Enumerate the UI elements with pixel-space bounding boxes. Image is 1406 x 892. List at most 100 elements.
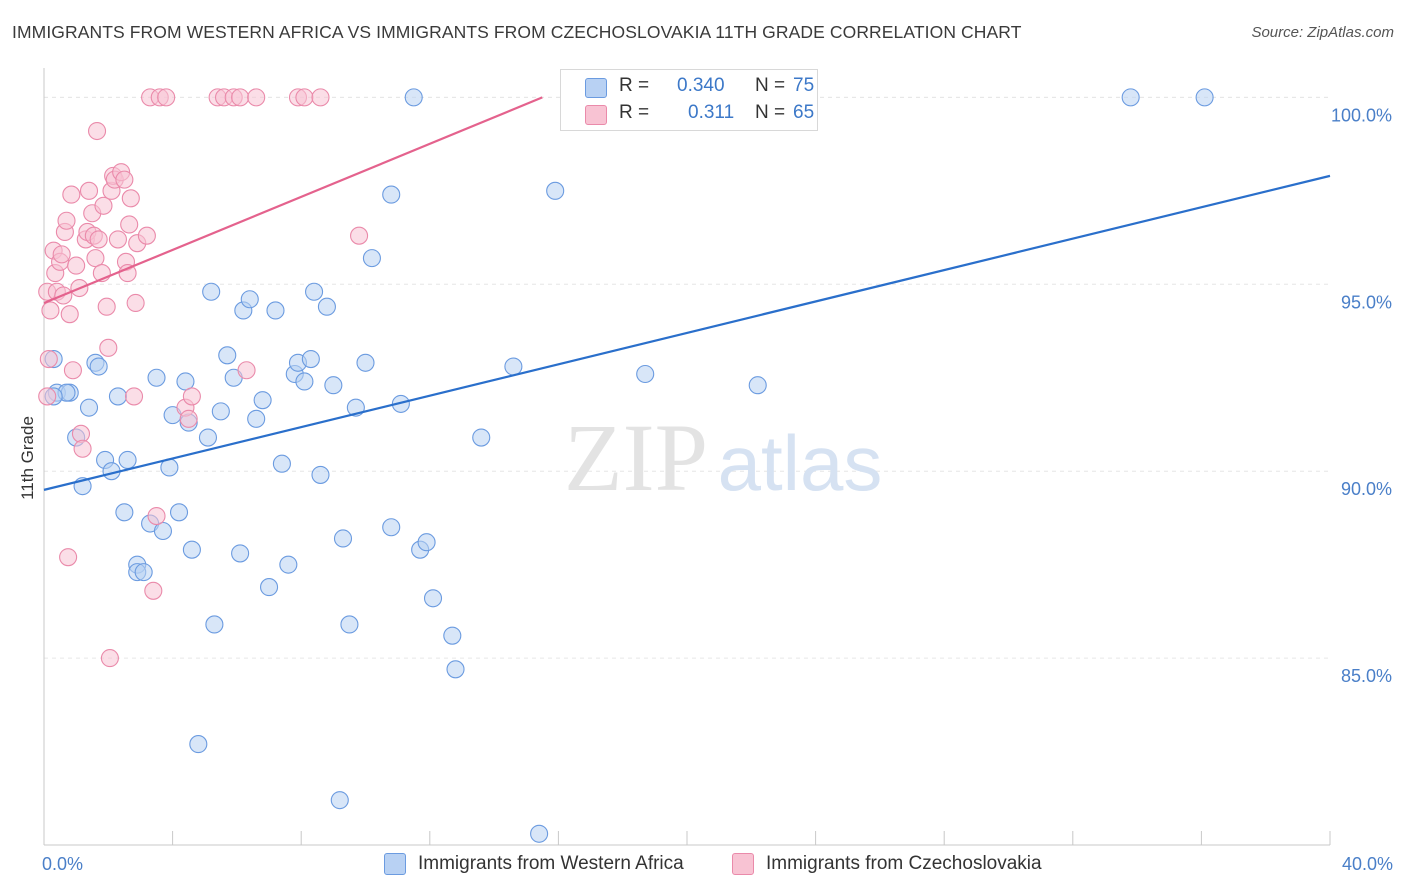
blue-point [89,357,108,376]
blue-point [423,589,443,608]
pink-point [71,424,91,443]
pink-swatch [732,853,754,875]
blue-point [1195,88,1214,107]
pink-point [63,361,82,380]
source-label: Source: ZipAtlas.com [1251,24,1394,41]
pink-point [73,439,92,458]
pink-point [99,338,118,357]
pink-point [57,211,76,230]
pink-point [108,230,127,249]
pink-point [86,249,105,268]
pink-point [121,189,140,208]
blue-point [205,615,224,634]
blue-point [356,353,375,372]
blue-point [202,282,221,301]
pink-point [59,548,78,567]
n-value: 65 [793,102,815,123]
pink-point [115,170,134,189]
pink-point [137,226,156,245]
watermark-zip: ZIP [564,404,708,511]
blue-point [748,376,767,395]
blue-point [417,533,436,552]
pink-point [231,88,250,107]
blue-point [443,626,462,645]
y-tick-label: 85.0% [1341,666,1392,686]
x-tick-label-min: 0.0% [42,854,83,874]
chart-title: IMMIGRANTS FROM WESTERN AFRICA VS IMMIGR… [12,22,1022,42]
blue-point [330,791,349,810]
blue-point [272,454,291,473]
pink-point [350,226,369,245]
blue-point [134,563,153,582]
pink-point [39,349,58,369]
blue-point [305,282,324,301]
n-label: N = [755,75,786,96]
blue-point [404,88,423,107]
r-value: 0.311 [688,102,735,123]
blue-point [324,376,343,395]
legend-label: Immigrants from Western Africa [418,853,684,874]
pink-trend-line [43,96,543,304]
pink-point [62,185,81,204]
pink-point [237,361,256,380]
n-label: N = [755,102,786,123]
pink-point [38,387,57,406]
blue-point [340,615,359,634]
pink-point [147,506,166,526]
blue-point [333,529,353,548]
blue-point [382,518,401,537]
blue-swatch [585,78,607,98]
y-tick-label: 100.0% [1331,105,1392,125]
blue-point [295,372,314,391]
blue-point [115,503,134,522]
blue-point [176,372,195,391]
blue-point [108,387,127,406]
pink-point [100,649,119,668]
pink-point [157,88,176,107]
blue-point [530,824,549,843]
blue-point [211,402,230,421]
blue-point [446,660,465,679]
blue-point [147,368,166,387]
blue-swatch [384,853,406,875]
blue-point [259,578,279,597]
pink-point [97,297,116,316]
blue-point [504,357,523,376]
pink-point [79,181,99,200]
blue-point [198,428,218,447]
blue-point [240,290,259,309]
pink-point [182,387,201,406]
n-value: 75 [793,75,815,96]
blue-point [311,465,330,484]
pink-point [89,230,108,249]
blue-point [1121,88,1140,107]
blue-point [472,428,491,447]
blue-point [382,185,401,204]
pink-point [311,88,330,107]
watermark-atlas: atlas [718,419,883,507]
blue-point [266,301,285,320]
blue-point [317,297,336,316]
blue-point [636,364,655,384]
blue-point [253,391,272,410]
pink-swatch [585,105,607,125]
pink-point [52,245,71,264]
blue-point [153,521,173,541]
pink-point [67,256,86,275]
r-value: 0.340 [677,75,725,96]
blue-point [279,555,298,574]
y-tick-label: 95.0% [1341,292,1392,312]
pink-point [41,301,60,320]
blue-point [118,450,137,470]
pink-point [295,88,314,107]
blue-point [546,181,565,200]
stats-legend: R = 0.340 N = 75 R = 0.311 N = 65 [560,69,818,131]
x-tick-label-max: 40.0% [1342,854,1393,874]
r-label: R = [619,75,650,96]
blue-point [182,540,201,559]
blue-point [247,409,266,428]
pink-point [87,121,107,141]
pink-point [126,293,145,313]
blue-point [189,735,208,754]
